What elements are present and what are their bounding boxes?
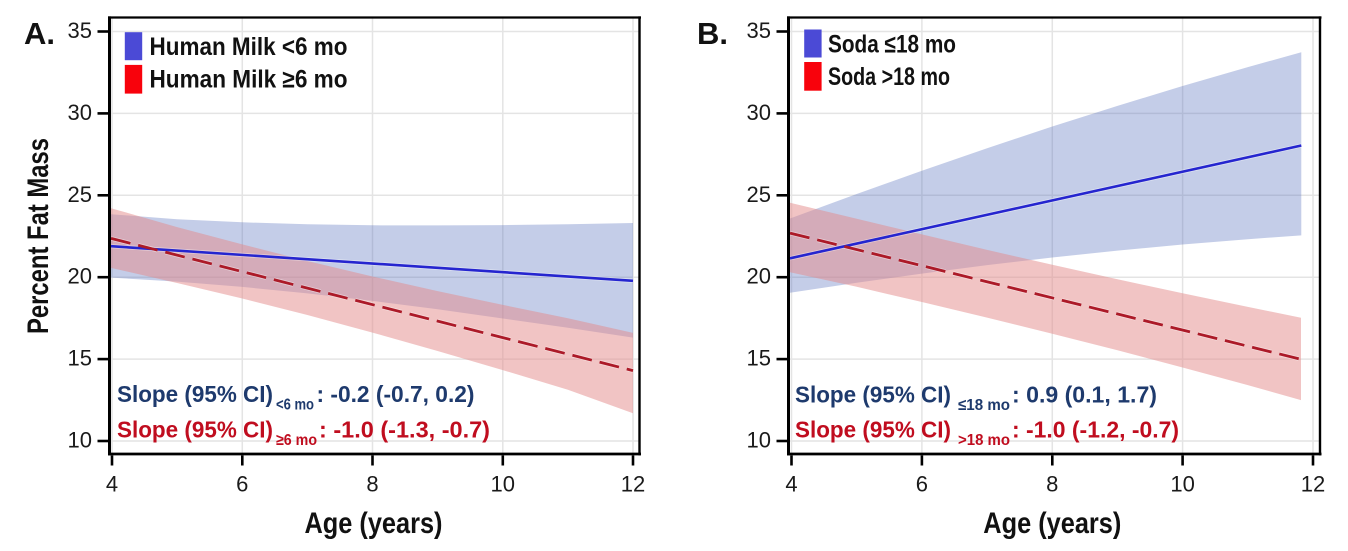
svg-text:Age (years): Age (years) — [983, 507, 1121, 540]
svg-text:10: 10 — [68, 428, 92, 453]
svg-text:8: 8 — [366, 472, 378, 497]
svg-text:10: 10 — [1170, 472, 1194, 497]
svg-text:35: 35 — [747, 18, 771, 43]
svg-text:30: 30 — [747, 100, 771, 125]
svg-text:4: 4 — [106, 472, 118, 497]
svg-text:A.: A. — [24, 16, 55, 51]
svg-text:Soda ≤18 mo: Soda ≤18 mo — [828, 31, 956, 59]
svg-text:20: 20 — [747, 264, 771, 289]
svg-text:Slope (95% CI): Slope (95% CI) — [795, 381, 951, 407]
svg-text:≥6 mo: ≥6 mo — [276, 432, 317, 449]
svg-text:Human Milk <6 mo: Human Milk <6 mo — [150, 33, 348, 61]
svg-text:: -1.0 (-1.2, -0.7): : -1.0 (-1.2, -0.7) — [1012, 416, 1179, 442]
svg-text:6: 6 — [236, 472, 248, 497]
svg-text:Soda >18 mo: Soda >18 mo — [828, 63, 950, 91]
svg-text:: 0.9 (0.1, 1.7): : 0.9 (0.1, 1.7) — [1012, 381, 1157, 407]
svg-text:Slope (95% CI): Slope (95% CI) — [117, 416, 273, 442]
svg-text:30: 30 — [68, 100, 92, 125]
svg-text:10: 10 — [491, 472, 515, 497]
svg-text:: -0.2 (-0.7, 0.2): : -0.2 (-0.7, 0.2) — [317, 381, 475, 407]
svg-text:B.: B. — [697, 16, 728, 51]
svg-text:15: 15 — [747, 346, 771, 371]
svg-text:: -1.0 (-1.3, -0.7): : -1.0 (-1.3, -0.7) — [319, 416, 490, 442]
svg-text:35: 35 — [68, 18, 92, 43]
svg-text:<6 mo: <6 mo — [276, 397, 314, 414]
svg-text:Slope (95% CI): Slope (95% CI) — [117, 381, 273, 407]
svg-text:≤18 mo: ≤18 mo — [958, 397, 1010, 414]
svg-text:10: 10 — [747, 428, 771, 453]
svg-text:20: 20 — [68, 264, 92, 289]
svg-text:8: 8 — [1046, 472, 1058, 497]
svg-text:Human Milk ≥6 mo: Human Milk ≥6 mo — [150, 66, 348, 94]
svg-text:25: 25 — [68, 182, 92, 207]
svg-text:15: 15 — [68, 346, 92, 371]
svg-text:>18 mo: >18 mo — [958, 432, 1010, 449]
svg-text:Age (years): Age (years) — [305, 507, 443, 540]
svg-text:Percent Fat Mass: Percent Fat Mass — [22, 138, 55, 334]
svg-text:12: 12 — [621, 472, 645, 497]
svg-text:4: 4 — [785, 472, 797, 497]
svg-text:12: 12 — [1301, 472, 1325, 497]
svg-text:25: 25 — [747, 182, 771, 207]
svg-text:6: 6 — [916, 472, 928, 497]
svg-text:Slope (95% CI): Slope (95% CI) — [795, 416, 951, 442]
